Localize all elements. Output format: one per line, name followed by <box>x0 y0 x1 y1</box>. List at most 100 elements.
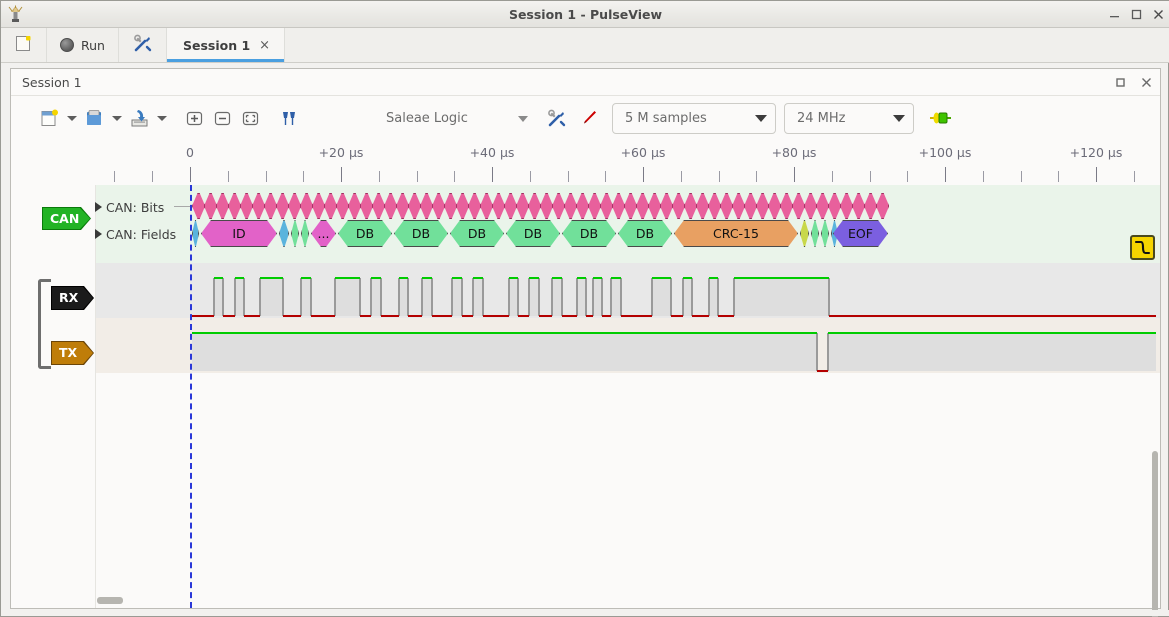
tx-channel-pill[interactable]: TX <box>52 342 93 364</box>
annotation-label: DB <box>579 226 599 241</box>
rx-high-fill <box>473 278 483 316</box>
rx-high-fill <box>577 278 586 316</box>
ruler-minor-tick <box>303 171 304 182</box>
trace-view: 0 +20 µs +40 µs +60 µs +80 µs +100 µs +120 µs … <box>11 141 1160 617</box>
minimize-button[interactable] <box>1109 9 1120 20</box>
can-field-annotation-db[interactable]: DB <box>562 220 616 247</box>
rx-high-fill <box>399 278 408 316</box>
session-subwindow: Session 1 <box>10 68 1161 617</box>
rx-trace <box>192 277 1156 317</box>
vertical-scrollbar[interactable] <box>1152 451 1158 617</box>
can-decoder-pill[interactable]: CAN <box>43 208 90 229</box>
chevron-down-icon <box>518 115 528 122</box>
can-fields-expander-icon[interactable] <box>95 229 102 239</box>
sample-rate-selector[interactable]: 24 MHz <box>784 103 914 134</box>
falling-edge-trigger-badge[interactable] <box>1130 235 1155 260</box>
chevron-down-icon <box>66 116 77 121</box>
tab-session-1[interactable]: Session 1 × <box>166 28 286 62</box>
can-field-annotation-crc15[interactable]: CRC-15 <box>674 220 798 247</box>
sample-count-selector[interactable]: 5 M samples <box>612 103 776 134</box>
rx-high-fill <box>734 278 829 316</box>
trigger-cursor-line[interactable] <box>190 185 192 608</box>
chevron-down-icon <box>893 115 905 122</box>
tab-close-icon[interactable]: × <box>259 37 271 53</box>
can-bits-expander-icon[interactable] <box>95 202 102 212</box>
ruler-label: +120 µs <box>1069 145 1123 160</box>
can-field-annotation-db[interactable]: DB <box>394 220 448 247</box>
annotation-label: EOF <box>848 226 873 241</box>
horizontal-scrollbar[interactable] <box>97 597 123 604</box>
maximize-button[interactable] <box>1131 9 1142 20</box>
tx-high-fill <box>192 333 817 371</box>
annotation-label: DB <box>523 226 543 241</box>
ruler-minor-tick <box>114 171 115 182</box>
rx-high-fill <box>683 278 692 316</box>
can-field-annotation-id[interactable]: ID <box>201 220 277 247</box>
can-fields-label: CAN: Fields <box>106 227 177 242</box>
can-fields-annotation-layer: ID... DB DB DB DB DB DB CRC-15 EOF <box>11 185 1160 608</box>
show-cursors-button[interactable] <box>274 105 302 133</box>
can-field-annotation[interactable] <box>811 220 819 247</box>
annotation-label: DB <box>411 226 431 241</box>
tx-trace <box>192 332 1156 372</box>
ruler-minor-tick <box>454 171 455 182</box>
annotation-label: DB <box>467 226 487 241</box>
close-button[interactable] <box>1153 9 1164 20</box>
ruler-label: +100 µs <box>918 145 972 160</box>
can-bit-annotation[interactable] <box>876 193 890 219</box>
ruler-minor-tick <box>870 171 871 182</box>
can-field-annotation[interactable] <box>800 220 809 247</box>
can-field-annotation[interactable] <box>301 220 309 247</box>
subwindow-controls <box>1115 69 1152 96</box>
chevron-down-icon <box>111 116 122 121</box>
new-session-button[interactable] <box>1 28 47 62</box>
can-field-annotation-eof[interactable]: EOF <box>833 220 888 247</box>
subwindow-close-button[interactable] <box>1141 77 1152 88</box>
ruler-label: 0 <box>186 145 194 160</box>
rx-channel-pill[interactable]: RX <box>52 287 93 309</box>
rx-high-fill <box>529 278 539 316</box>
can-field-annotation[interactable] <box>821 220 829 247</box>
time-ruler[interactable]: 0 +20 µs +40 µs +60 µs +80 µs +100 µs +120 µs <box>11 141 1160 186</box>
tx-high-fill <box>828 333 1156 371</box>
ruler-minor-tick <box>983 171 984 182</box>
ruler-major-tick <box>643 167 644 182</box>
can-field-annotation[interactable] <box>279 220 289 247</box>
can-field-annotation-db[interactable]: DB <box>506 220 560 247</box>
sample-count-value: 5 M samples <box>625 111 707 126</box>
can-field-annotation[interactable] <box>291 220 299 247</box>
open-file-dropdown[interactable] <box>108 105 125 133</box>
new-file-button[interactable] <box>35 105 63 133</box>
session-settings-button[interactable] <box>119 28 167 62</box>
device-selector[interactable]: Saleae Logic <box>374 103 536 134</box>
rx-high-fill <box>335 278 360 316</box>
run-button[interactable]: Run <box>47 28 119 62</box>
probe-button[interactable] <box>574 105 602 133</box>
open-file-button[interactable] <box>80 105 108 133</box>
connector-status-icon-button[interactable] <box>926 105 954 133</box>
ruler-minor-tick <box>1058 171 1059 182</box>
ruler-minor-tick <box>605 171 606 182</box>
can-field-annotation-db[interactable]: DB <box>450 220 504 247</box>
can-field-annotation-db[interactable]: DB <box>618 220 672 247</box>
subwindow-maximize-button[interactable] <box>1115 77 1126 88</box>
window-controls <box>1109 1 1164 28</box>
zoom-out-button[interactable] <box>208 105 236 133</box>
device-value: Saleae Logic <box>386 111 468 126</box>
new-file-dropdown[interactable] <box>63 105 80 133</box>
run-dot-icon <box>60 38 74 52</box>
ruler-major-tick <box>945 167 946 182</box>
rx-high-fill <box>509 278 518 316</box>
tab-active-underline <box>166 59 285 62</box>
zoom-in-button[interactable] <box>180 105 208 133</box>
zoom-fit-button[interactable] <box>236 105 264 133</box>
save-file-dropdown[interactable] <box>153 105 170 133</box>
trace-tracks: CAN CAN: Bits CAN: Fields RX TX <box>11 185 1160 608</box>
chevron-down-icon <box>755 115 767 122</box>
falling-edge-trigger-icon <box>1134 240 1151 255</box>
can-field-annotation[interactable] <box>192 220 199 247</box>
device-settings-button[interactable] <box>542 105 570 133</box>
can-field-annotation-db[interactable]: DB <box>338 220 392 247</box>
save-file-button[interactable] <box>125 105 153 133</box>
tools-icon <box>132 33 153 58</box>
